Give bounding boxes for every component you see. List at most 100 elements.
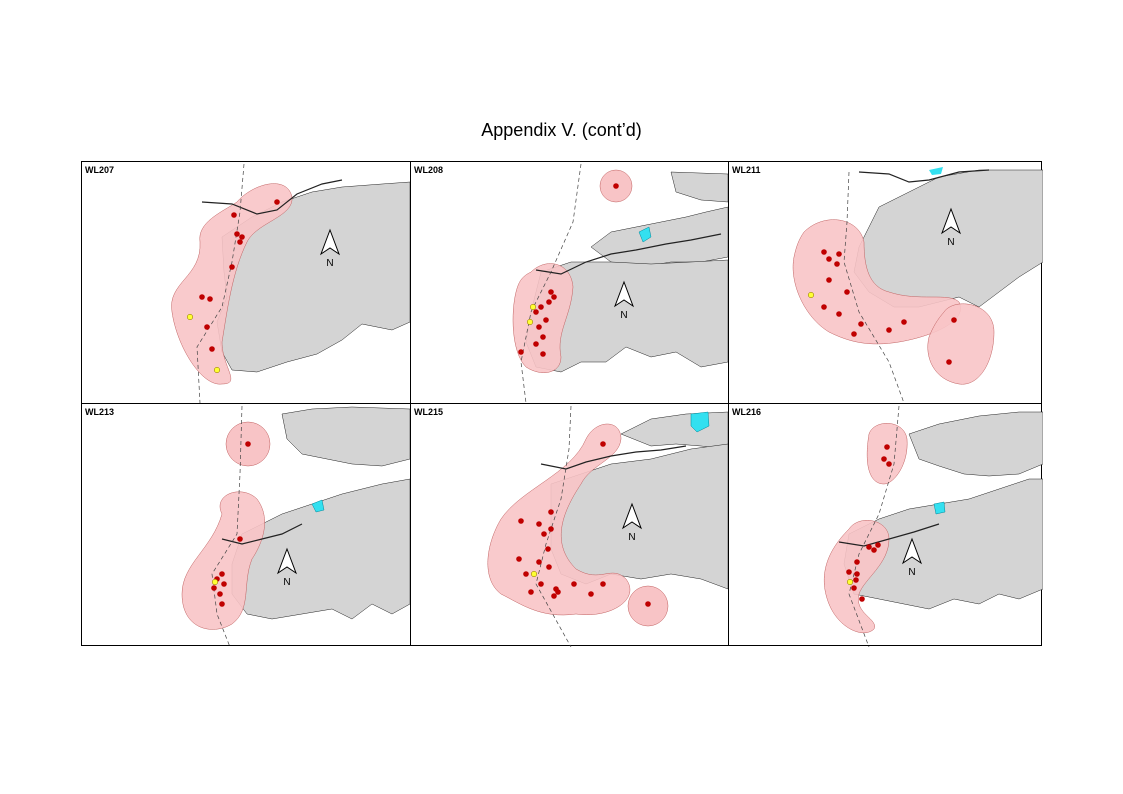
sighting-point — [540, 334, 546, 340]
north-label: N — [283, 577, 290, 588]
sighting-point — [546, 299, 552, 305]
sighting-points — [807, 249, 957, 365]
coast-road — [858, 169, 990, 183]
sighting-point — [529, 303, 537, 311]
north-arrow-icon: N — [901, 537, 923, 578]
sighting-point — [600, 581, 606, 587]
map-wl213: N — [181, 405, 410, 647]
map-panel-wl207: WL207 N — [82, 162, 410, 403]
sighting-points — [516, 441, 651, 607]
coast-road — [221, 523, 303, 545]
land-mass-north — [620, 411, 728, 450]
water-body — [690, 411, 710, 433]
coast-road — [201, 179, 343, 215]
map-panel-wl211: WL211 — [729, 162, 1043, 403]
sighting-point — [821, 249, 827, 255]
north-label: N — [908, 567, 915, 578]
sighting-point — [548, 509, 554, 515]
sighting-point — [551, 593, 557, 599]
sighting-point — [245, 441, 251, 447]
sighting-points — [186, 199, 280, 374]
sighting-point — [217, 591, 223, 597]
sighting-point — [854, 559, 860, 565]
sighting-point — [875, 542, 881, 548]
sighting-point — [551, 294, 557, 300]
sighting-point — [854, 571, 860, 577]
sighting-point — [844, 289, 850, 295]
panel-label: WL213 — [85, 407, 115, 417]
map-panel-wl216: WL216 — [729, 404, 1043, 647]
sighting-point — [234, 231, 240, 237]
sighting-point — [530, 570, 538, 578]
sighting-point — [274, 199, 280, 205]
sighting-point — [536, 324, 542, 330]
boundary-line — [211, 405, 243, 647]
coast-road — [535, 233, 722, 275]
sighting-point — [866, 544, 872, 550]
sighting-point — [540, 351, 546, 357]
boundary-line — [535, 405, 572, 647]
sighting-point — [516, 556, 522, 562]
sighting-point — [219, 571, 225, 577]
sighting-point — [526, 318, 534, 326]
home-range — [487, 423, 631, 616]
sighting-point — [836, 251, 842, 257]
water-body — [311, 499, 325, 513]
sighting-point — [846, 569, 852, 575]
north-arrow-icon: N — [613, 280, 635, 321]
panel-label: WL208 — [414, 165, 444, 175]
sighting-point — [219, 601, 225, 607]
north-label: N — [620, 310, 627, 321]
map-wl215: N — [487, 405, 728, 647]
sighting-point — [571, 581, 577, 587]
land-mass — [231, 478, 410, 620]
map-wl208: N — [512, 163, 728, 403]
sighting-point — [548, 289, 554, 295]
land-mass-north — [281, 406, 410, 467]
sighting-point — [871, 547, 877, 553]
sighting-point — [204, 324, 210, 330]
sighting-point — [859, 596, 865, 602]
boundary-line — [520, 163, 582, 403]
sighting-point — [211, 585, 217, 591]
water-body — [933, 501, 946, 515]
north-arrow-icon: N — [621, 502, 643, 543]
sighting-point — [853, 577, 859, 583]
panel-label: WL207 — [85, 165, 115, 175]
map-panel-wl215: WL215 — [411, 404, 728, 647]
sighting-point — [858, 321, 864, 327]
north-label: N — [947, 237, 954, 248]
sighting-point — [851, 585, 857, 591]
sighting-point — [807, 291, 815, 299]
sighting-point — [946, 359, 952, 365]
sighting-point — [237, 239, 243, 245]
sighting-point — [543, 317, 549, 323]
sighting-point — [836, 311, 842, 317]
sighting-point — [881, 456, 887, 462]
sighting-point — [826, 256, 832, 262]
sighting-point — [645, 601, 651, 607]
home-range — [866, 423, 908, 485]
sighting-point — [886, 461, 892, 467]
sighting-point — [541, 531, 547, 537]
sighting-point — [186, 313, 194, 321]
map-wl216: N — [823, 405, 1043, 647]
sighting-point — [613, 183, 619, 189]
sighting-point — [600, 441, 606, 447]
sighting-point — [211, 578, 219, 586]
sighting-point — [536, 559, 542, 565]
sighting-points — [211, 441, 251, 607]
sighting-point — [555, 589, 561, 595]
north-arrow-icon: N — [319, 228, 341, 269]
map-panel-wl213: WL213 N — [82, 404, 410, 647]
north-arrow-icon: N — [940, 207, 962, 248]
sighting-point — [209, 346, 215, 352]
sighting-point — [834, 261, 840, 267]
boundary-line — [848, 405, 900, 647]
boundary-line — [196, 163, 245, 403]
sighting-point — [207, 296, 213, 302]
home-range — [171, 183, 293, 385]
sighting-point — [821, 304, 827, 310]
north-arrow-icon: N — [276, 547, 298, 588]
map-wl211: N — [792, 167, 1043, 403]
